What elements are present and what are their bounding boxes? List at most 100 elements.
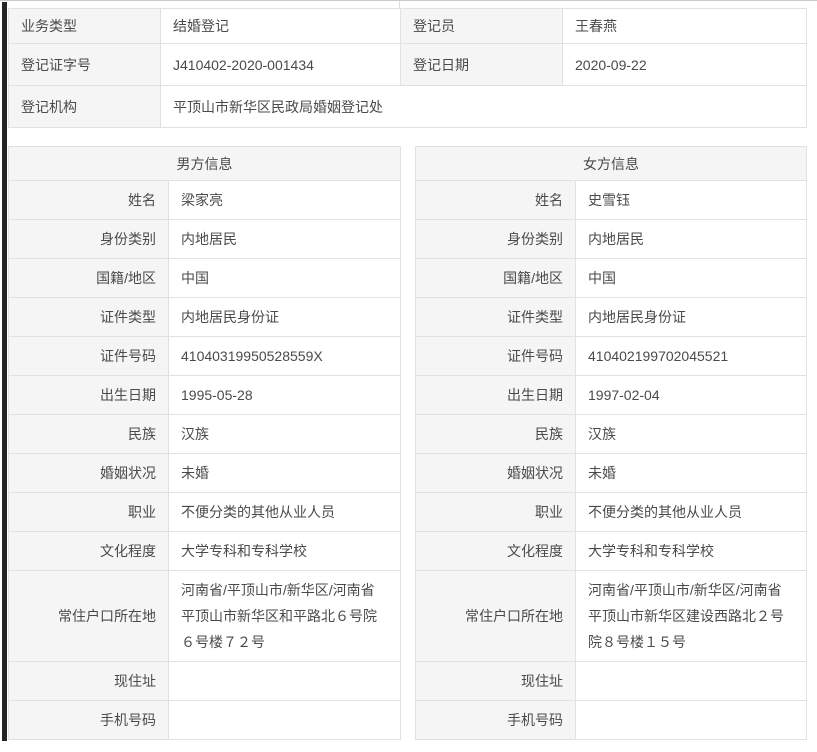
field-value: 410402199702045521 [575,336,807,376]
table-row: 证件类型 内地居民身份证 [8,297,401,337]
field-value: 1995-05-28 [168,375,401,415]
field-label: 文化程度 [415,531,576,571]
table-row: 证件号码 410402199702045521 [415,336,807,376]
field-value: 史雪钰 [575,180,807,220]
field-label: 出生日期 [8,375,169,415]
left-edge-strip [2,2,7,741]
table-row: 职业 不便分类的其他从业人员 [415,492,807,532]
table-row: 民族 汉族 [8,414,401,454]
table-row: 现住址 [415,661,807,701]
field-label: 证件号码 [8,336,169,376]
field-value: 内地居民 [575,219,807,259]
table-row: 手机号码 [415,700,807,740]
table-row: 婚姻状况 未婚 [415,453,807,493]
field-label: 手机号码 [8,700,169,740]
field-label: 民族 [415,414,576,454]
field-value: 1997-02-04 [575,375,807,415]
field-value: 王春燕 [562,8,807,44]
field-value: 不便分类的其他从业人员 [168,492,401,532]
field-value: 不便分类的其他从业人员 [575,492,807,532]
table-row: 证件类型 内地居民身份证 [415,297,807,337]
table-row: 出生日期 1997-02-04 [415,375,807,415]
table-row: 登记机构 平顶山市新华区民政局婚姻登记处 [8,85,807,128]
field-value: 未婚 [168,453,401,493]
field-label: 文化程度 [8,531,169,571]
field-label: 登记证字号 [8,43,161,86]
table-row: 身份类别 内地居民 [8,219,401,259]
male-party-table: 男方信息 姓名 梁家亮 身份类别 内地居民 国籍/地区 中国 证件类型 内地居民… [8,146,401,740]
table-row: 国籍/地区 中国 [415,258,807,298]
field-value: 河南省/平顶山市/新华区/河南省平顶山市新华区建设西路北２号院８号楼１５号 [575,570,807,662]
table-row: 出生日期 1995-05-28 [8,375,401,415]
field-label: 现住址 [415,661,576,701]
field-value: 大学专科和专科学校 [575,531,807,571]
field-value: 内地居民 [168,219,401,259]
female-party-table: 女方信息 姓名 史雪钰 身份类别 内地居民 国籍/地区 中国 证件类型 内地居民… [415,146,807,740]
field-value: 2020-09-22 [562,43,807,86]
table-row: 现住址 [8,661,401,701]
field-label: 国籍/地区 [415,258,576,298]
field-value: 梁家亮 [168,180,401,220]
table-row: 文化程度 大学专科和专科学校 [8,531,401,571]
table-row: 业务类型 结婚登记 登记员 王春燕 [8,8,807,44]
field-value [168,700,401,740]
field-value: 中国 [168,258,401,298]
field-value: 内地居民身份证 [575,297,807,337]
field-label: 婚姻状况 [415,453,576,493]
table-row: 证件号码 41040319950528559X [8,336,401,376]
field-label: 证件号码 [415,336,576,376]
field-label: 姓名 [8,180,169,220]
field-value [575,700,807,740]
field-label: 常住户口所在地 [415,570,576,662]
field-label: 常住户口所在地 [8,570,169,662]
table-row: 国籍/地区 中国 [8,258,401,298]
top-edge-divider [0,0,817,1]
field-label: 国籍/地区 [8,258,169,298]
field-label: 婚姻状况 [8,453,169,493]
table-row: 文化程度 大学专科和专科学校 [415,531,807,571]
field-value: 汉族 [575,414,807,454]
field-value: 内地居民身份证 [168,297,401,337]
field-value: 河南省/平顶山市/新华区/河南省平顶山市新华区和平路北６号院６号楼７２号 [168,570,401,662]
table-row: 职业 不便分类的其他从业人员 [8,492,401,532]
field-value: 平顶山市新华区民政局婚姻登记处 [160,85,807,128]
female-table-title: 女方信息 [415,146,807,181]
field-label: 现住址 [8,661,169,701]
field-value: 未婚 [575,453,807,493]
field-value [168,661,401,701]
field-label: 姓名 [415,180,576,220]
field-label: 登记机构 [8,85,161,128]
field-label: 身份类别 [415,219,576,259]
field-label: 手机号码 [415,700,576,740]
field-value: 汉族 [168,414,401,454]
table-header-row: 女方信息 [415,146,807,181]
field-label: 登记日期 [400,43,563,86]
table-row: 身份类别 内地居民 [415,219,807,259]
table-row: 民族 汉族 [415,414,807,454]
field-value: 41040319950528559X [168,336,401,376]
field-value: 中国 [575,258,807,298]
registration-summary-table: 业务类型 结婚登记 登记员 王春燕 登记证字号 J410402-2020-001… [8,8,807,128]
field-value [575,661,807,701]
field-label: 登记员 [400,8,563,44]
field-value: J410402-2020-001434 [160,43,401,86]
field-value: 结婚登记 [160,8,401,44]
male-table-title: 男方信息 [8,146,401,181]
cutoff-cell-divider [399,1,400,8]
table-header-row: 男方信息 [8,146,401,181]
field-label: 身份类别 [8,219,169,259]
field-value: 大学专科和专科学校 [168,531,401,571]
table-row: 姓名 梁家亮 [8,180,401,220]
field-label: 业务类型 [8,8,161,44]
table-row: 常住户口所在地 河南省/平顶山市/新华区/河南省平顶山市新华区建设西路北２号院８… [415,570,807,662]
table-row: 登记证字号 J410402-2020-001434 登记日期 2020-09-2… [8,43,807,86]
field-label: 证件类型 [415,297,576,337]
table-row: 常住户口所在地 河南省/平顶山市/新华区/河南省平顶山市新华区和平路北６号院６号… [8,570,401,662]
field-label: 证件类型 [8,297,169,337]
field-label: 职业 [415,492,576,532]
field-label: 职业 [8,492,169,532]
field-label: 民族 [8,414,169,454]
table-row: 姓名 史雪钰 [415,180,807,220]
table-row: 手机号码 [8,700,401,740]
